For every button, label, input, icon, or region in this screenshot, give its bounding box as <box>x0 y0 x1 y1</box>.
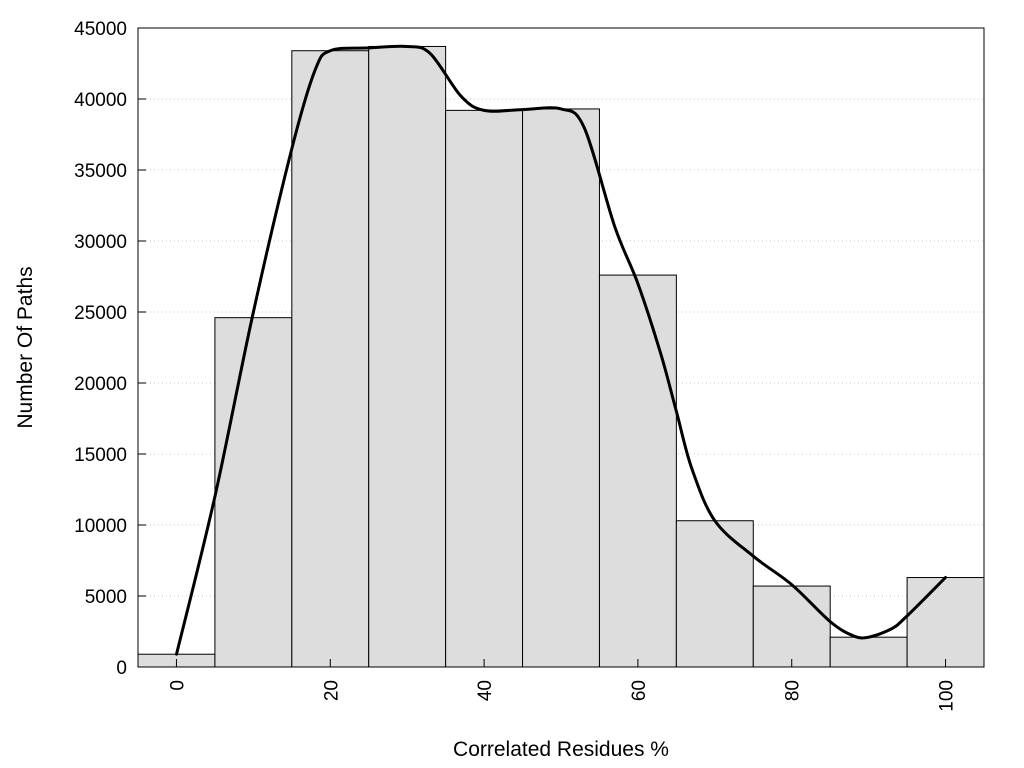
histogram-bar <box>906 577 985 668</box>
density-curve-line <box>175 44 947 656</box>
y-tick-label: 25000 <box>74 303 127 324</box>
density-curve <box>175 44 947 656</box>
x-axis-label: Correlated Residues % <box>453 738 669 761</box>
x-tick-label: 20 <box>321 680 342 701</box>
x-tick-label: 80 <box>783 680 804 701</box>
y-axis-ticks: 0 5000 10000 15000 20000 25000 30000 35000 40000… <box>74 19 146 679</box>
y-tick-label: 35000 <box>74 161 127 182</box>
histogram-bar <box>598 274 677 668</box>
y-tick-label: 10000 <box>74 516 127 537</box>
plot-frame <box>137 27 985 668</box>
x-tick-label: 40 <box>475 680 496 701</box>
y-tick-label: 15000 <box>74 445 127 466</box>
x-tick-label: 0 <box>167 680 188 691</box>
y-tick-label: 20000 <box>74 374 127 395</box>
histogram-bar <box>522 108 600 668</box>
x-axis-ticks: 0 20 40 60 80 100 <box>167 659 958 712</box>
y-axis-label: Number Of Paths <box>14 266 37 428</box>
y-tick-label: 45000 <box>74 19 127 40</box>
y-tick-label: 5000 <box>85 587 127 608</box>
y-tick-label: 0 <box>116 658 127 679</box>
histogram-bars <box>137 45 985 668</box>
histogram-bar <box>368 45 447 668</box>
histogram-bar <box>675 520 754 668</box>
y-tick-label: 40000 <box>74 90 127 111</box>
histogram-bar <box>214 317 293 668</box>
x-tick-label: 60 <box>629 680 650 701</box>
histogram-bar <box>829 636 908 668</box>
histogram-bar <box>291 50 370 668</box>
x-tick-label: 100 <box>937 680 958 712</box>
histogram-bar <box>752 585 831 668</box>
y-tick-label: 30000 <box>74 232 127 253</box>
histogram-bar <box>445 109 524 668</box>
